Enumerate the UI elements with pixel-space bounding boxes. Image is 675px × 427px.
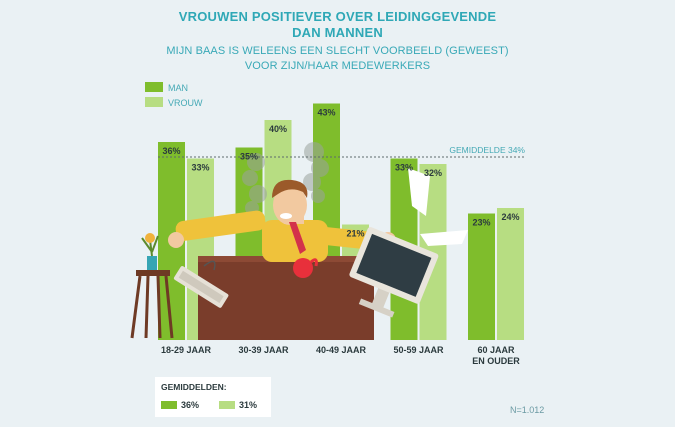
value-label-man-3: 33% [395,163,413,173]
legend-swatch-man [145,82,163,92]
bar-vrouw-4 [497,208,524,340]
desk [198,256,374,340]
chart-title-line2: DAN MANNEN [292,25,383,40]
averages-swatch-vrouw [219,401,235,409]
averages-value-man: 36% [181,400,200,410]
coffee-mug [293,258,318,278]
value-label-man-4: 23% [472,218,490,228]
category-labels-group: 18-29 JAAR 30-39 JAAR 40-49 JAAR 50-59 JAAR… [161,345,520,366]
category-label-4-line0: 60 JAAR [477,345,515,355]
average-reference-label: GEMIDDELDE 34% [449,145,525,155]
flying-paper-1 [408,168,430,216]
value-label-man-2: 43% [317,108,335,118]
flying-paper-2 [420,230,468,246]
keyboard-cable [203,260,216,271]
value-label-vrouw-4: 24% [501,212,519,222]
falling-keyboard [173,266,229,308]
chart-subtitle-line2: VOOR ZIJN/HAAR MEDEWERKERS [244,60,431,72]
value-label-vrouw-3: 32% [424,168,442,178]
value-label-man-1: 35% [240,152,258,162]
bar-man-4 [468,213,495,340]
falling-monitor [349,227,439,318]
averages-swatch-man [161,401,177,409]
sample-size-label: N=1.012 [510,405,545,415]
value-label-vrouw-1: 40% [269,124,287,134]
category-label-3: 50-59 JAAR [393,345,444,355]
smoke-cloud-left [242,153,267,215]
category-label-4-line1: EN OUDER [472,356,520,366]
averages-value-vrouw: 31% [239,400,258,410]
averages-title: GEMIDDELDEN: [161,382,227,392]
value-label-vrouw-2: 21% [346,229,364,239]
value-labels-group: 36% 33% 35% 40% 43% 21% 33% 32% 23% 24% [162,108,519,239]
legend-label-vrouw: VROUW [168,98,203,108]
angry-boss-figure [168,179,396,262]
category-label-0: 18-29 JAAR [161,345,212,355]
office-illustration [130,142,468,340]
value-label-man-0: 36% [162,146,180,156]
averages-box: GEMIDDELDEN: 36% 31% [155,377,271,417]
chart-title-line1: VROUWEN POSITIEVER OVER LEIDINGGEVENDE [178,9,497,24]
legend-label-man: MAN [168,83,188,93]
category-label-1: 30-39 JAAR [238,345,289,355]
plant-stool [130,233,174,339]
chart-subtitle-line1: MIJN BAAS IS WELEENS EEN SLECHT VOORBEEL… [166,45,509,57]
legend-swatch-vrouw [145,97,163,107]
category-label-2: 40-49 JAAR [316,345,367,355]
value-label-vrouw-0: 33% [191,163,209,173]
